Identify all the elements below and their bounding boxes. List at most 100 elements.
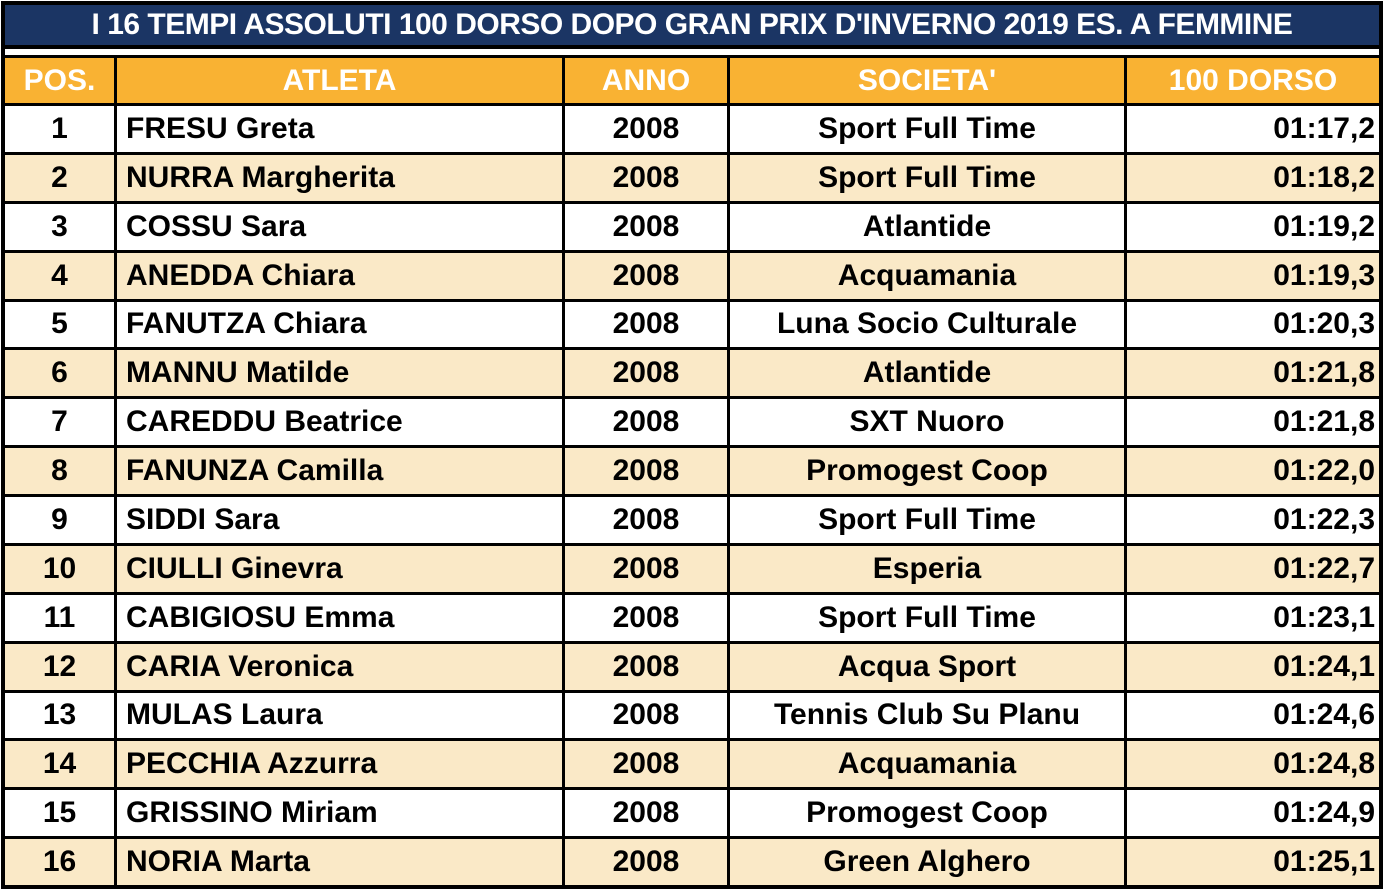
cell-100dorso: 01:17,2 [1273, 111, 1375, 145]
cell-societa: Promogest Coop [730, 790, 1127, 837]
cell-atleta: CIULLI Ginevra [117, 545, 565, 592]
cell-pos: 14 [5, 741, 117, 788]
table-header-row: POS. ATLETA ANNO SOCIETA' 100 DORSO [5, 58, 1379, 106]
cell-100dorso: 01:25,1 [1273, 845, 1375, 879]
table-row: 9 SIDDI Sara 2008 Sport Full Time 01:22,3 [5, 497, 1379, 546]
table-row: 2 NURRA Margherita 2008 Sport Full Time 01:1… [5, 154, 1379, 204]
cell-atleta: FRESU Greta [117, 106, 565, 152]
cell-100dorso: 01:24,8 [1273, 747, 1375, 781]
cell-anno: 2008 [565, 692, 730, 739]
table-row: 10 CIULLI Ginevra 2008 Esperia 01:22,7 [5, 545, 1379, 595]
table-row: 16 NORIA Marta 2008 Green Alghero 01:25,1 [5, 839, 1379, 885]
cell-societa: Atlantide [730, 203, 1127, 250]
cell-societa: Sport Full Time [730, 594, 1127, 641]
cell-pos: 10 [5, 545, 117, 592]
column-header-societa: SOCIETA' [730, 58, 1127, 103]
cell-societa: Acquamania [730, 252, 1127, 299]
cell-atleta: NORIA Marta [117, 839, 565, 885]
cell-societa: Luna Socio Culturale [730, 301, 1127, 348]
title-gap [5, 49, 1379, 58]
cell-atleta: CARIA Veronica [117, 643, 565, 690]
cell-atleta: COSSU Sara [117, 203, 565, 250]
cell-societa: Acquamania [730, 741, 1127, 788]
cell-atleta: SIDDI Sara [117, 497, 565, 543]
cell-pos: 11 [5, 594, 117, 641]
cell-pos: 15 [5, 790, 117, 837]
cell-anno: 2008 [565, 154, 730, 201]
cell-100dorso: 01:21,8 [1273, 405, 1375, 439]
cell-anno: 2008 [565, 741, 730, 788]
cell-atleta: CABIGIOSU Emma [117, 594, 565, 641]
cell-societa: Sport Full Time [730, 106, 1127, 152]
cell-pos: 7 [5, 399, 117, 446]
column-header-atleta: ATLETA [117, 58, 565, 103]
table-row: 1 FRESU Greta 2008 Sport Full Time 01:17,2 [5, 106, 1379, 155]
table-row: 14 PECCHIA Azzurra 2008 Acquamania 01:24,8 [5, 741, 1379, 791]
table-body: 1 FRESU Greta 2008 Sport Full Time 01:17,2 2 N… [5, 106, 1379, 885]
table-row: 6 MANNU Matilde 2008 Atlantide 01:21,8 [5, 350, 1379, 400]
cell-anno: 2008 [565, 790, 730, 837]
table-row: 15 GRISSINO Miriam 2008 Promogest Coop 01:24… [5, 790, 1379, 840]
cell-pos: 3 [5, 203, 117, 250]
cell-atleta: CAREDDU Beatrice [117, 399, 565, 446]
cell-pos: 9 [5, 497, 117, 543]
cell-atleta: ANEDDA Chiara [117, 252, 565, 299]
cell-100dorso: 01:24,9 [1273, 796, 1375, 830]
cell-pos: 16 [5, 839, 117, 885]
cell-atleta: MULAS Laura [117, 692, 565, 739]
cell-anno: 2008 [565, 448, 730, 494]
cell-anno: 2008 [565, 839, 730, 885]
cell-atleta: MANNU Matilde [117, 350, 565, 397]
cell-atleta: GRISSINO Miriam [117, 790, 565, 837]
cell-societa: Acqua Sport [730, 643, 1127, 690]
cell-anno: 2008 [565, 106, 730, 152]
table-row: 7 CAREDDU Beatrice 2008 SXT Nuoro 01:21,8 [5, 399, 1379, 449]
cell-atleta: NURRA Margherita [117, 154, 565, 201]
cell-100dorso: 01:20,3 [1273, 307, 1375, 341]
table-row: 11 CABIGIOSU Emma 2008 Sport Full Time 01:23… [5, 594, 1379, 644]
table-title: I 16 TEMPI ASSOLUTI 100 DORSO DOPO GRAN … [5, 5, 1379, 49]
cell-societa: Promogest Coop [730, 448, 1127, 494]
cell-pos: 12 [5, 643, 117, 690]
cell-societa: Green Alghero [730, 839, 1127, 885]
cell-100dorso: 01:24,1 [1273, 649, 1375, 683]
cell-pos: 5 [5, 301, 117, 348]
cell-pos: 1 [5, 106, 117, 152]
table-row: 3 COSSU Sara 2008 Atlantide 01:19,2 [5, 203, 1379, 253]
cell-100dorso: 01:22,0 [1273, 454, 1375, 488]
table-row: 5 FANUTZA Chiara 2008 Luna Socio Culturale 0… [5, 301, 1379, 351]
cell-100dorso: 01:22,3 [1273, 502, 1375, 536]
column-header-100dorso: 100 DORSO [1168, 63, 1338, 97]
cell-anno: 2008 [565, 203, 730, 250]
cell-anno: 2008 [565, 497, 730, 543]
cell-100dorso: 01:19,2 [1273, 209, 1375, 243]
cell-100dorso: 01:22,7 [1273, 551, 1375, 585]
cell-atleta: FANUNZA Camilla [117, 448, 565, 494]
cell-atleta: PECCHIA Azzurra [117, 741, 565, 788]
cell-100dorso: 01:24,6 [1273, 698, 1375, 732]
cell-pos: 2 [5, 154, 117, 201]
cell-societa: Esperia [730, 545, 1127, 592]
cell-anno: 2008 [565, 399, 730, 446]
cell-100dorso: 01:18,2 [1273, 160, 1375, 194]
cell-pos: 4 [5, 252, 117, 299]
table-row: 13 MULAS Laura 2008 Tennis Club Su Planu 01:… [5, 692, 1379, 742]
cell-pos: 13 [5, 692, 117, 739]
cell-societa: Sport Full Time [730, 154, 1127, 201]
table-row: 8 FANUNZA Camilla 2008 Promogest Coop 01:22,… [5, 448, 1379, 497]
cell-societa: Sport Full Time [730, 497, 1127, 543]
cell-100dorso: 01:21,8 [1273, 356, 1375, 390]
cell-societa: Tennis Club Su Planu [730, 692, 1127, 739]
column-header-anno: ANNO [565, 58, 730, 103]
cell-100dorso: 01:23,1 [1273, 600, 1375, 634]
cell-anno: 2008 [565, 545, 730, 592]
cell-pos: 8 [5, 448, 117, 494]
cell-anno: 2008 [565, 252, 730, 299]
cell-atleta: FANUTZA Chiara [117, 301, 565, 348]
cell-anno: 2008 [565, 594, 730, 641]
cell-societa: Atlantide [730, 350, 1127, 397]
cell-pos: 6 [5, 350, 117, 397]
table-row: 4 ANEDDA Chiara 2008 Acquamania 01:19,3 [5, 252, 1379, 302]
cell-100dorso: 01:19,3 [1273, 258, 1375, 292]
